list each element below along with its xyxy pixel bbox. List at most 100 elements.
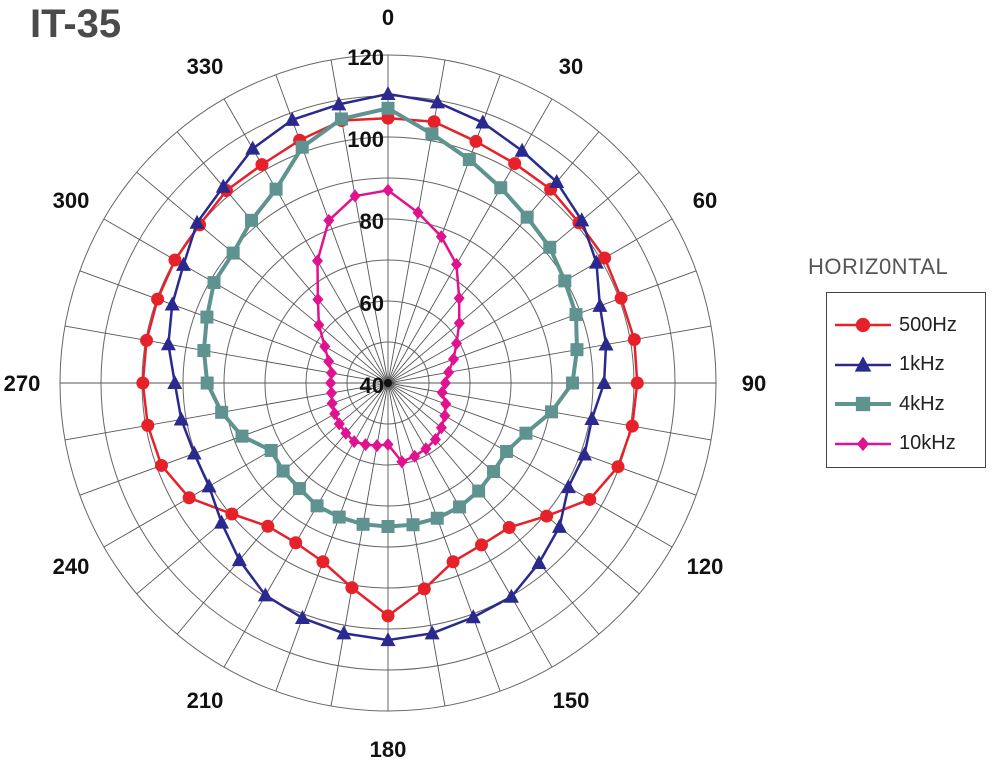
grid-spoke	[79, 270, 389, 384]
data-point-triangle	[215, 178, 231, 193]
grid-spoke	[275, 382, 389, 692]
data-point-triangle	[173, 411, 189, 426]
data-point-diamond	[311, 254, 323, 268]
data-point-square	[519, 426, 533, 440]
data-point-triangle	[503, 588, 519, 603]
data-point-diamond	[396, 455, 408, 469]
data-point-circle	[630, 376, 644, 390]
angle-tick-label: 30	[559, 54, 583, 79]
data-point-circle	[614, 291, 628, 305]
legend-label: 500Hz	[899, 313, 957, 336]
data-point-diamond	[349, 189, 361, 203]
grid-spoke	[330, 382, 389, 707]
grid-spoke	[387, 59, 446, 384]
legend-marker-diamond-icon	[835, 436, 891, 451]
angle-tick-label: 210	[187, 688, 224, 713]
data-point-triangle	[429, 94, 445, 109]
grid-spoke	[387, 382, 446, 707]
data-point-square	[235, 429, 249, 443]
data-point-diamond	[439, 376, 451, 390]
data-point-circle	[627, 333, 641, 347]
data-point-triangle	[531, 554, 547, 569]
data-point-square	[310, 499, 324, 513]
data-point-circle	[583, 492, 597, 506]
data-point-triangle	[257, 587, 273, 602]
data-point-triangle	[475, 114, 491, 129]
data-point-square	[334, 112, 348, 126]
data-point-triangle	[294, 610, 310, 625]
data-point-diamond	[409, 449, 421, 463]
data-point-diamond	[439, 409, 451, 423]
data-point-circle	[136, 376, 150, 390]
grid-spoke	[103, 382, 389, 548]
data-point-square	[545, 405, 559, 419]
data-point-triangle	[560, 479, 576, 494]
data-point-circle	[345, 581, 359, 595]
data-point-diamond	[429, 433, 441, 447]
angle-tick-label: 180	[370, 737, 407, 762]
data-point-triangle	[164, 296, 180, 311]
data-point-square	[269, 182, 283, 196]
data-point-circle	[474, 538, 488, 552]
data-point-square	[425, 127, 439, 141]
data-point-circle	[140, 333, 154, 347]
data-point-square	[487, 465, 501, 479]
data-point-square	[430, 511, 444, 525]
data-point-circle	[381, 609, 395, 623]
data-point-square	[520, 210, 534, 224]
data-point-circle	[261, 519, 275, 533]
data-point-circle	[417, 582, 431, 596]
legend-marker	[855, 396, 871, 412]
grid-spoke	[223, 382, 389, 668]
data-point-triangle	[584, 410, 600, 425]
data-point-square	[332, 510, 346, 524]
data-point-square	[207, 276, 221, 290]
data-point-square	[558, 274, 572, 288]
data-point-triangle	[175, 256, 191, 271]
angle-tick-label: 120	[687, 554, 724, 579]
data-point-circle	[154, 458, 168, 472]
data-point-diamond	[420, 442, 432, 456]
center-dot	[384, 379, 392, 387]
data-point-circle	[625, 419, 639, 433]
data-point-diamond	[323, 354, 335, 368]
data-point-circle	[141, 418, 155, 432]
legend-label: 10kHz	[899, 432, 956, 454]
angle-tick-label: 330	[187, 54, 224, 79]
data-point-diamond	[360, 438, 372, 452]
data-point-square	[264, 443, 278, 457]
data-point-square	[570, 343, 584, 357]
angle-tick-label: 270	[4, 371, 41, 396]
radial-tick-label: 100	[347, 127, 384, 152]
grid-spoke	[387, 270, 697, 384]
data-point-triangle	[284, 111, 300, 126]
data-point-diamond	[412, 206, 424, 220]
data-point-square	[494, 181, 508, 195]
data-point-square	[381, 520, 395, 533]
data-point-square	[200, 376, 214, 390]
series-line	[201, 106, 579, 529]
data-point-triangle	[574, 212, 590, 227]
data-point-circle	[182, 491, 196, 505]
data-point-circle	[225, 507, 239, 521]
grid-spoke	[387, 382, 697, 496]
data-point-circle	[540, 509, 554, 523]
grid-spoke	[387, 382, 600, 635]
data-point-triangle	[514, 142, 530, 157]
grid-spoke	[176, 131, 389, 384]
grid-spoke	[387, 382, 640, 595]
angle-tick-label: 240	[53, 554, 90, 579]
legend-label: 4kHz	[899, 392, 945, 415]
data-point-diamond	[371, 439, 383, 453]
data-point-triangle	[596, 375, 612, 389]
legend-item: 500Hz	[827, 310, 957, 340]
data-point-diamond	[326, 396, 338, 410]
data-point-diamond	[435, 421, 447, 435]
series-500hz	[136, 111, 644, 623]
data-point-diamond	[382, 183, 394, 197]
angle-tick-label: 150	[553, 688, 590, 713]
data-point-circle	[289, 536, 303, 550]
data-point-diamond	[382, 438, 394, 451]
data-point-diamond	[453, 316, 465, 330]
series-4khz	[197, 101, 584, 533]
